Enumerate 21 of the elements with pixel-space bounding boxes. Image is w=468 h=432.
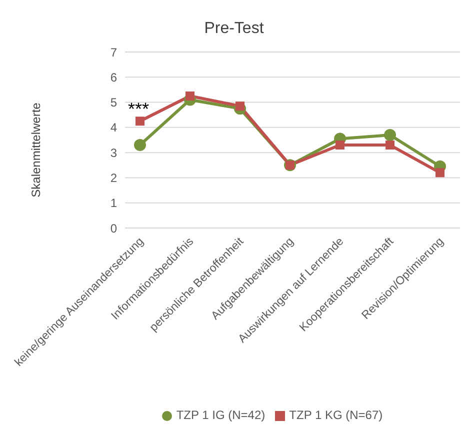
point [384, 128, 396, 141]
y-tick-label: 5 [110, 96, 118, 110]
point [236, 102, 244, 111]
point [186, 92, 194, 100]
point [336, 140, 344, 150]
point [386, 140, 394, 150]
legend-label: TZP 1 KG (N=67) [289, 408, 383, 422]
y-tick-label: 3 [110, 146, 118, 160]
y-tick-label: 4 [110, 120, 118, 135]
annotation: *** [128, 99, 150, 119]
legend-label: TZP 1 IG (N=42) [176, 408, 266, 422]
y-tick-label: 2 [110, 170, 118, 185]
y-tick-label: 6 [110, 70, 118, 84]
y-tick-label: 1 [110, 196, 118, 210]
y-axis-title: Skalenmittelwerte [29, 102, 43, 198]
y-tick-label: 7 [110, 45, 118, 60]
point [136, 116, 144, 126]
point [436, 168, 444, 178]
point [134, 139, 146, 152]
chart-title: Pre-Test [203, 20, 265, 38]
y-tick-label: 0 [110, 221, 118, 236]
